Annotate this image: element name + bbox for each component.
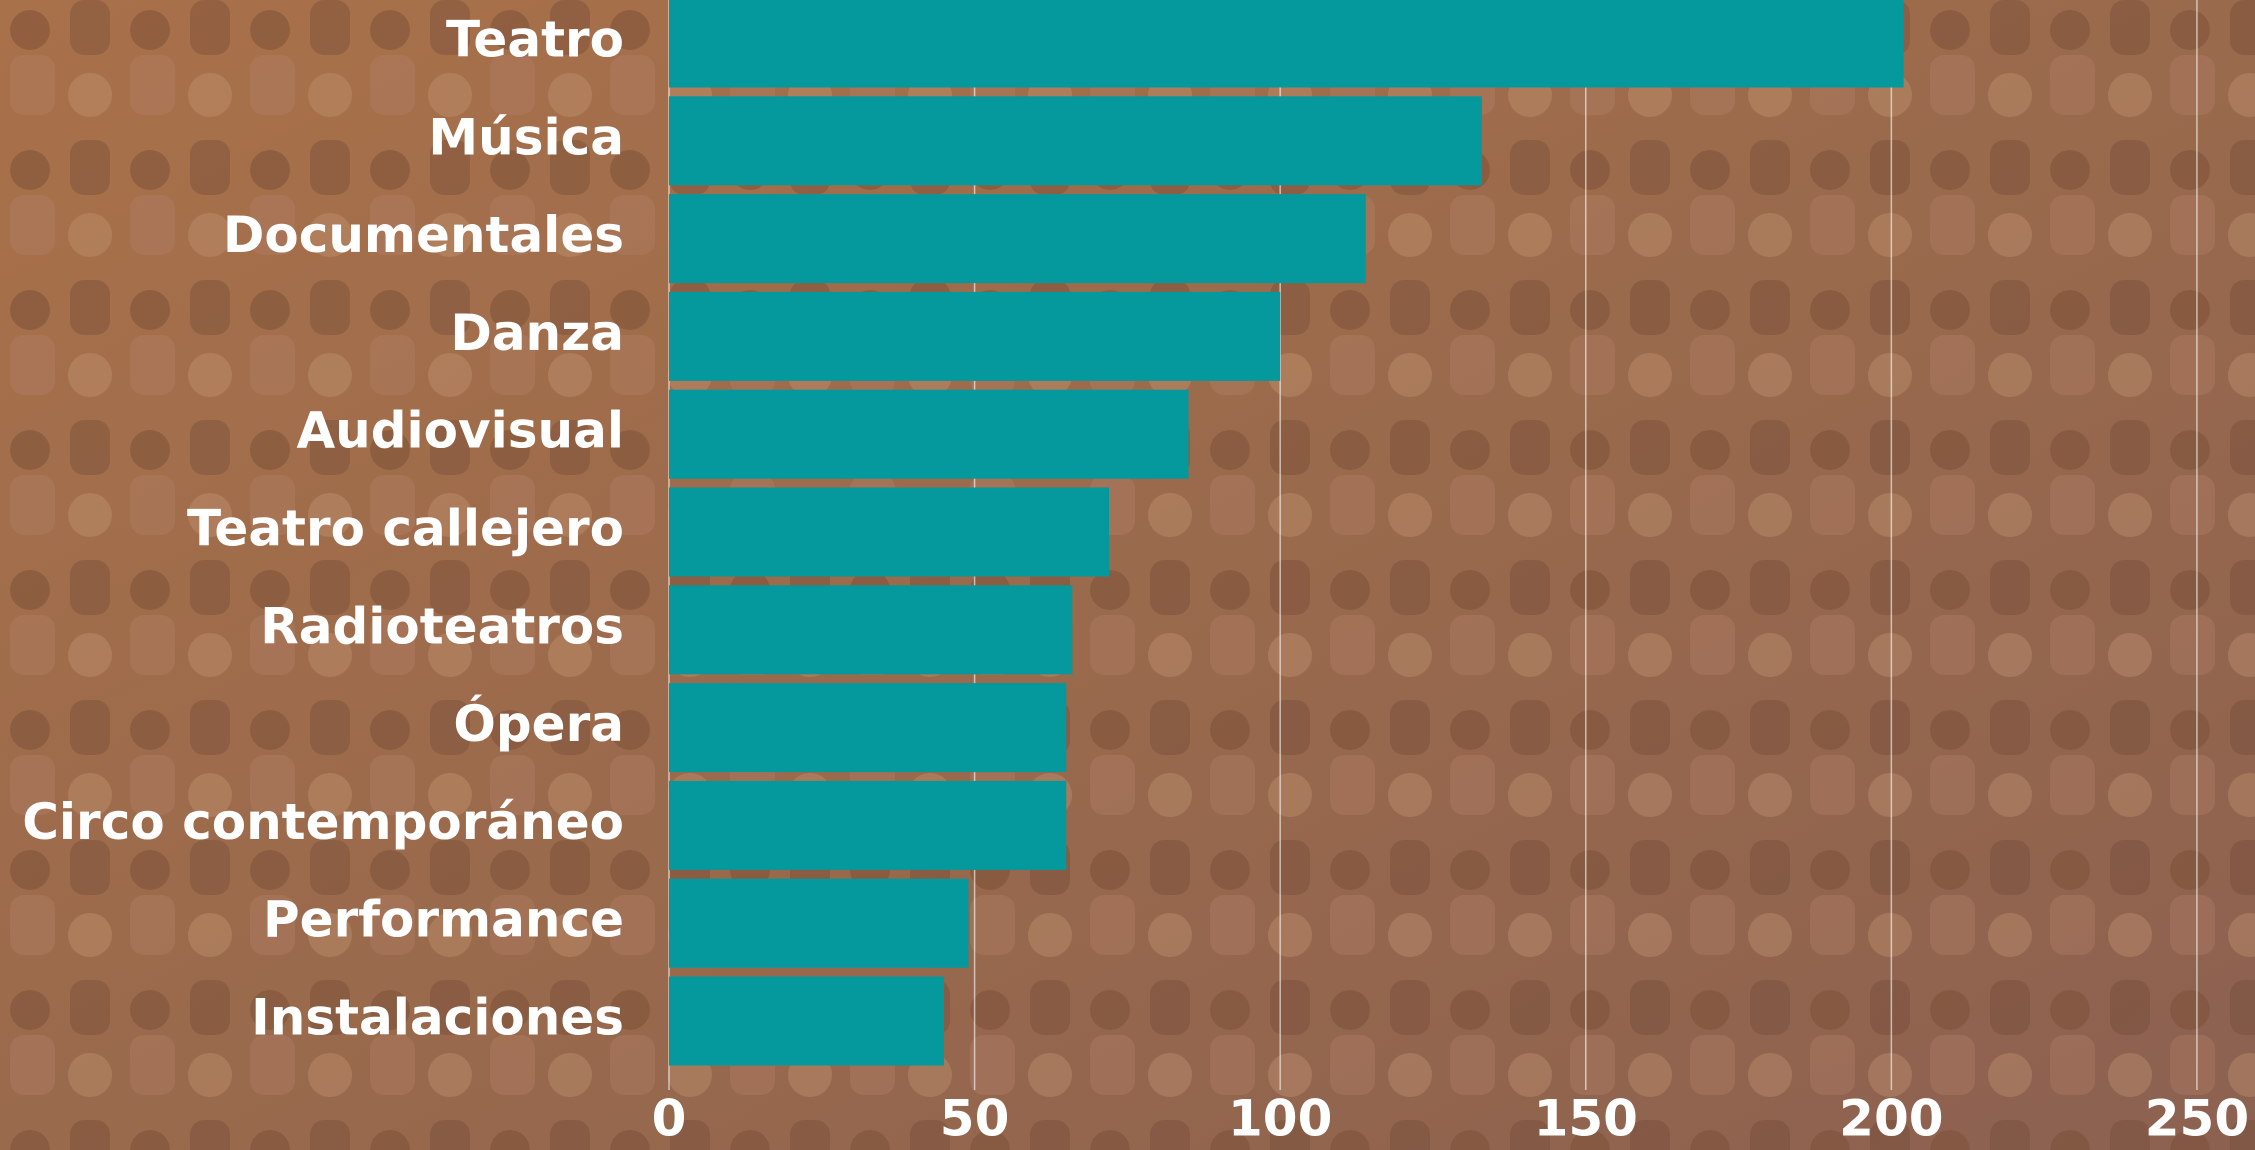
x-tick-label: 150	[1534, 1090, 1638, 1148]
x-tick-label: 250	[2145, 1090, 2249, 1148]
y-tick-label: Teatro	[446, 11, 624, 69]
y-tick-label: Teatro callejero	[187, 500, 624, 558]
y-tick-label: Documentales	[223, 206, 624, 264]
x-tick-label: 50	[940, 1090, 1010, 1148]
y-tick-label: Radioteatros	[260, 597, 624, 655]
y-tick-label: Circo contemporáneo	[22, 793, 624, 851]
bar	[669, 487, 1110, 577]
y-tick-label: Danza	[450, 304, 624, 362]
y-tick-label: Música	[428, 108, 624, 166]
bar	[669, 780, 1067, 870]
bar	[669, 0, 1904, 88]
bar	[669, 291, 1281, 381]
bar	[669, 389, 1189, 479]
x-tick-label: 0	[652, 1090, 687, 1148]
y-tick-label: Audiovisual	[296, 402, 624, 460]
bar	[669, 194, 1366, 284]
y-tick-label: Performance	[263, 891, 624, 949]
bar	[669, 878, 969, 968]
bar	[669, 585, 1073, 675]
x-tick-label: 100	[1228, 1090, 1332, 1148]
bar	[669, 976, 945, 1066]
x-tick-label: 200	[1839, 1090, 1943, 1148]
bar	[669, 96, 1482, 186]
bar	[669, 683, 1067, 773]
y-tick-label: Ópera	[453, 694, 624, 753]
y-tick-label: Instalaciones	[251, 989, 624, 1047]
